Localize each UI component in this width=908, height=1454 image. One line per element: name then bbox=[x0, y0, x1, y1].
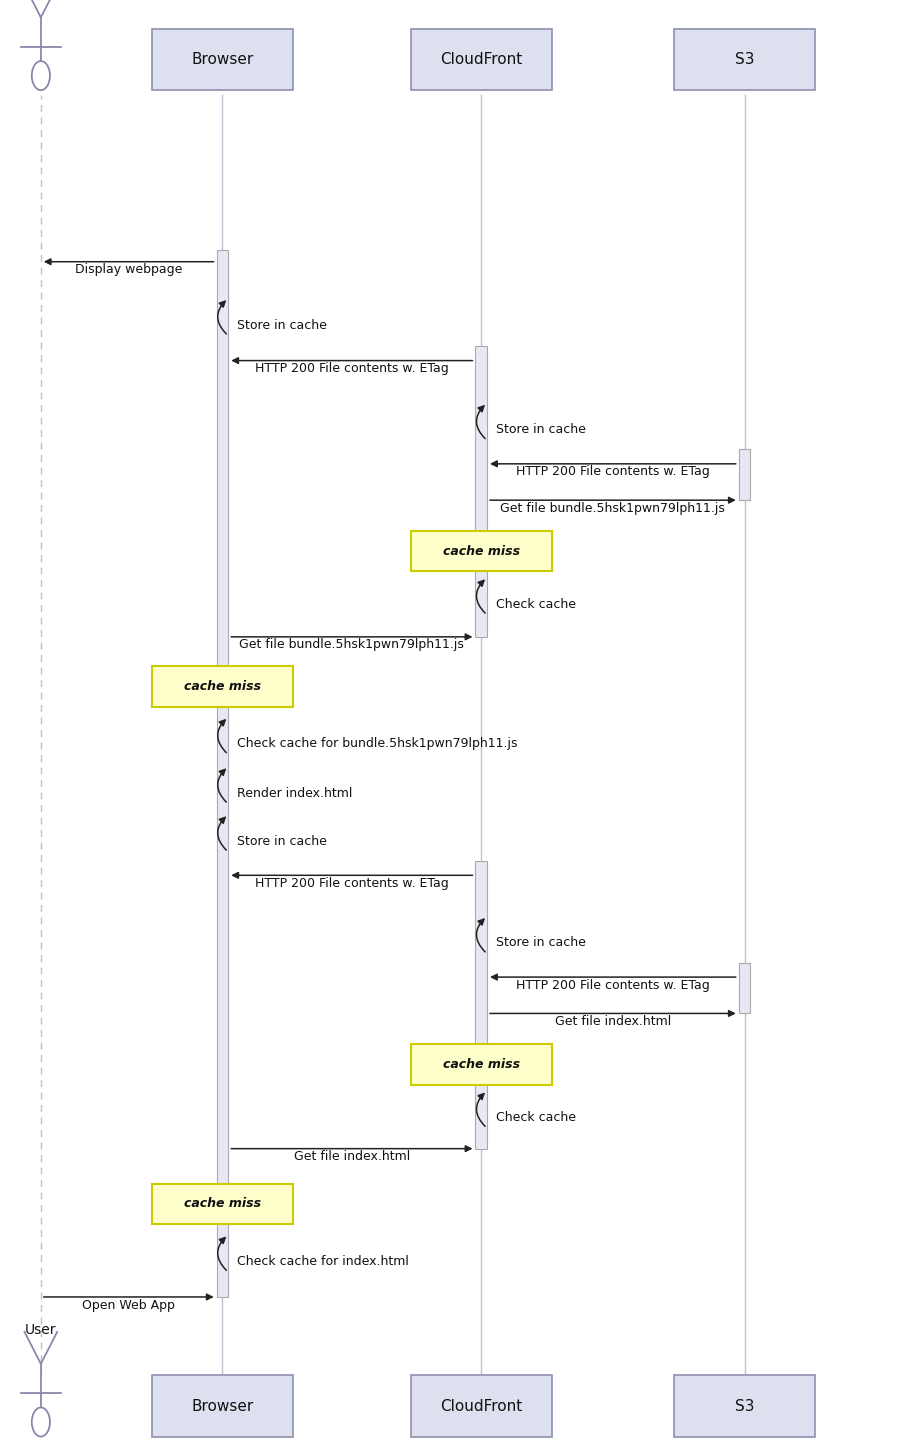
Text: cache miss: cache miss bbox=[184, 680, 261, 692]
Bar bbox=[217, 250, 229, 1297]
Bar bbox=[674, 1375, 815, 1437]
Text: S3: S3 bbox=[735, 1399, 755, 1413]
Bar bbox=[411, 1044, 552, 1085]
Text: Render index.html: Render index.html bbox=[238, 787, 353, 800]
Text: Get file bundle.5hsk1pwn79lph11.js: Get file bundle.5hsk1pwn79lph11.js bbox=[240, 638, 464, 651]
Bar bbox=[152, 1375, 293, 1437]
Bar bbox=[152, 29, 293, 90]
Text: CloudFront: CloudFront bbox=[440, 1399, 522, 1413]
Bar bbox=[739, 449, 750, 500]
Bar bbox=[476, 346, 488, 637]
Bar bbox=[674, 29, 815, 90]
Bar bbox=[739, 963, 750, 1013]
Text: Store in cache: Store in cache bbox=[496, 423, 586, 436]
Text: Get file index.html: Get file index.html bbox=[293, 1150, 410, 1163]
Text: Check cache for index.html: Check cache for index.html bbox=[238, 1255, 410, 1268]
Text: HTTP 200 File contents w. ETag: HTTP 200 File contents w. ETag bbox=[255, 362, 449, 375]
Bar bbox=[152, 666, 293, 707]
Text: Store in cache: Store in cache bbox=[496, 936, 586, 949]
Bar bbox=[411, 1375, 552, 1437]
Text: cache miss: cache miss bbox=[443, 1059, 519, 1070]
Text: Check cache for bundle.5hsk1pwn79lph11.js: Check cache for bundle.5hsk1pwn79lph11.j… bbox=[238, 737, 518, 750]
Text: Open Web App: Open Web App bbox=[83, 1298, 175, 1312]
Bar bbox=[476, 861, 488, 1149]
Text: HTTP 200 File contents w. ETag: HTTP 200 File contents w. ETag bbox=[516, 465, 710, 478]
Bar bbox=[152, 1184, 293, 1224]
Text: cache miss: cache miss bbox=[184, 1198, 261, 1210]
Text: CloudFront: CloudFront bbox=[440, 52, 522, 67]
Bar bbox=[411, 531, 552, 571]
Text: Check cache: Check cache bbox=[496, 1111, 577, 1124]
Text: Get file bundle.5hsk1pwn79lph11.js: Get file bundle.5hsk1pwn79lph11.js bbox=[500, 502, 725, 515]
Text: cache miss: cache miss bbox=[443, 545, 519, 557]
Text: Store in cache: Store in cache bbox=[238, 835, 327, 848]
Bar bbox=[411, 29, 552, 90]
Text: Get file index.html: Get file index.html bbox=[555, 1015, 671, 1028]
Text: Browser: Browser bbox=[192, 1399, 253, 1413]
Text: User: User bbox=[25, 1323, 56, 1338]
Text: HTTP 200 File contents w. ETag: HTTP 200 File contents w. ETag bbox=[255, 877, 449, 890]
Text: Check cache: Check cache bbox=[496, 598, 577, 611]
Text: HTTP 200 File contents w. ETag: HTTP 200 File contents w. ETag bbox=[516, 979, 710, 992]
Text: Store in cache: Store in cache bbox=[238, 318, 327, 332]
Text: Browser: Browser bbox=[192, 52, 253, 67]
Text: Display webpage: Display webpage bbox=[75, 263, 183, 276]
Text: S3: S3 bbox=[735, 52, 755, 67]
